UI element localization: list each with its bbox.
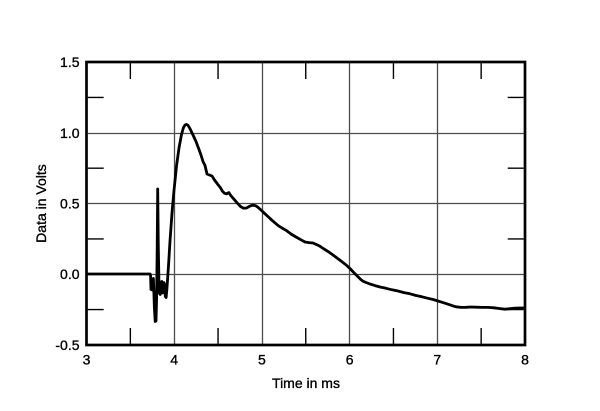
svg-text:3: 3 bbox=[83, 352, 91, 368]
svg-text:7: 7 bbox=[433, 352, 441, 368]
svg-text:8: 8 bbox=[521, 352, 529, 368]
svg-text:4: 4 bbox=[170, 352, 178, 368]
svg-text:0.0: 0.0 bbox=[60, 266, 80, 282]
svg-text:1.5: 1.5 bbox=[60, 54, 80, 70]
svg-text:-0.5: -0.5 bbox=[55, 337, 79, 353]
svg-text:Time in ms: Time in ms bbox=[272, 375, 340, 391]
svg-text:Data in Volts: Data in Volts bbox=[33, 164, 49, 243]
svg-text:6: 6 bbox=[346, 352, 354, 368]
svg-text:1.0: 1.0 bbox=[60, 125, 80, 141]
svg-text:5: 5 bbox=[258, 352, 266, 368]
svg-text:0.5: 0.5 bbox=[60, 196, 80, 212]
